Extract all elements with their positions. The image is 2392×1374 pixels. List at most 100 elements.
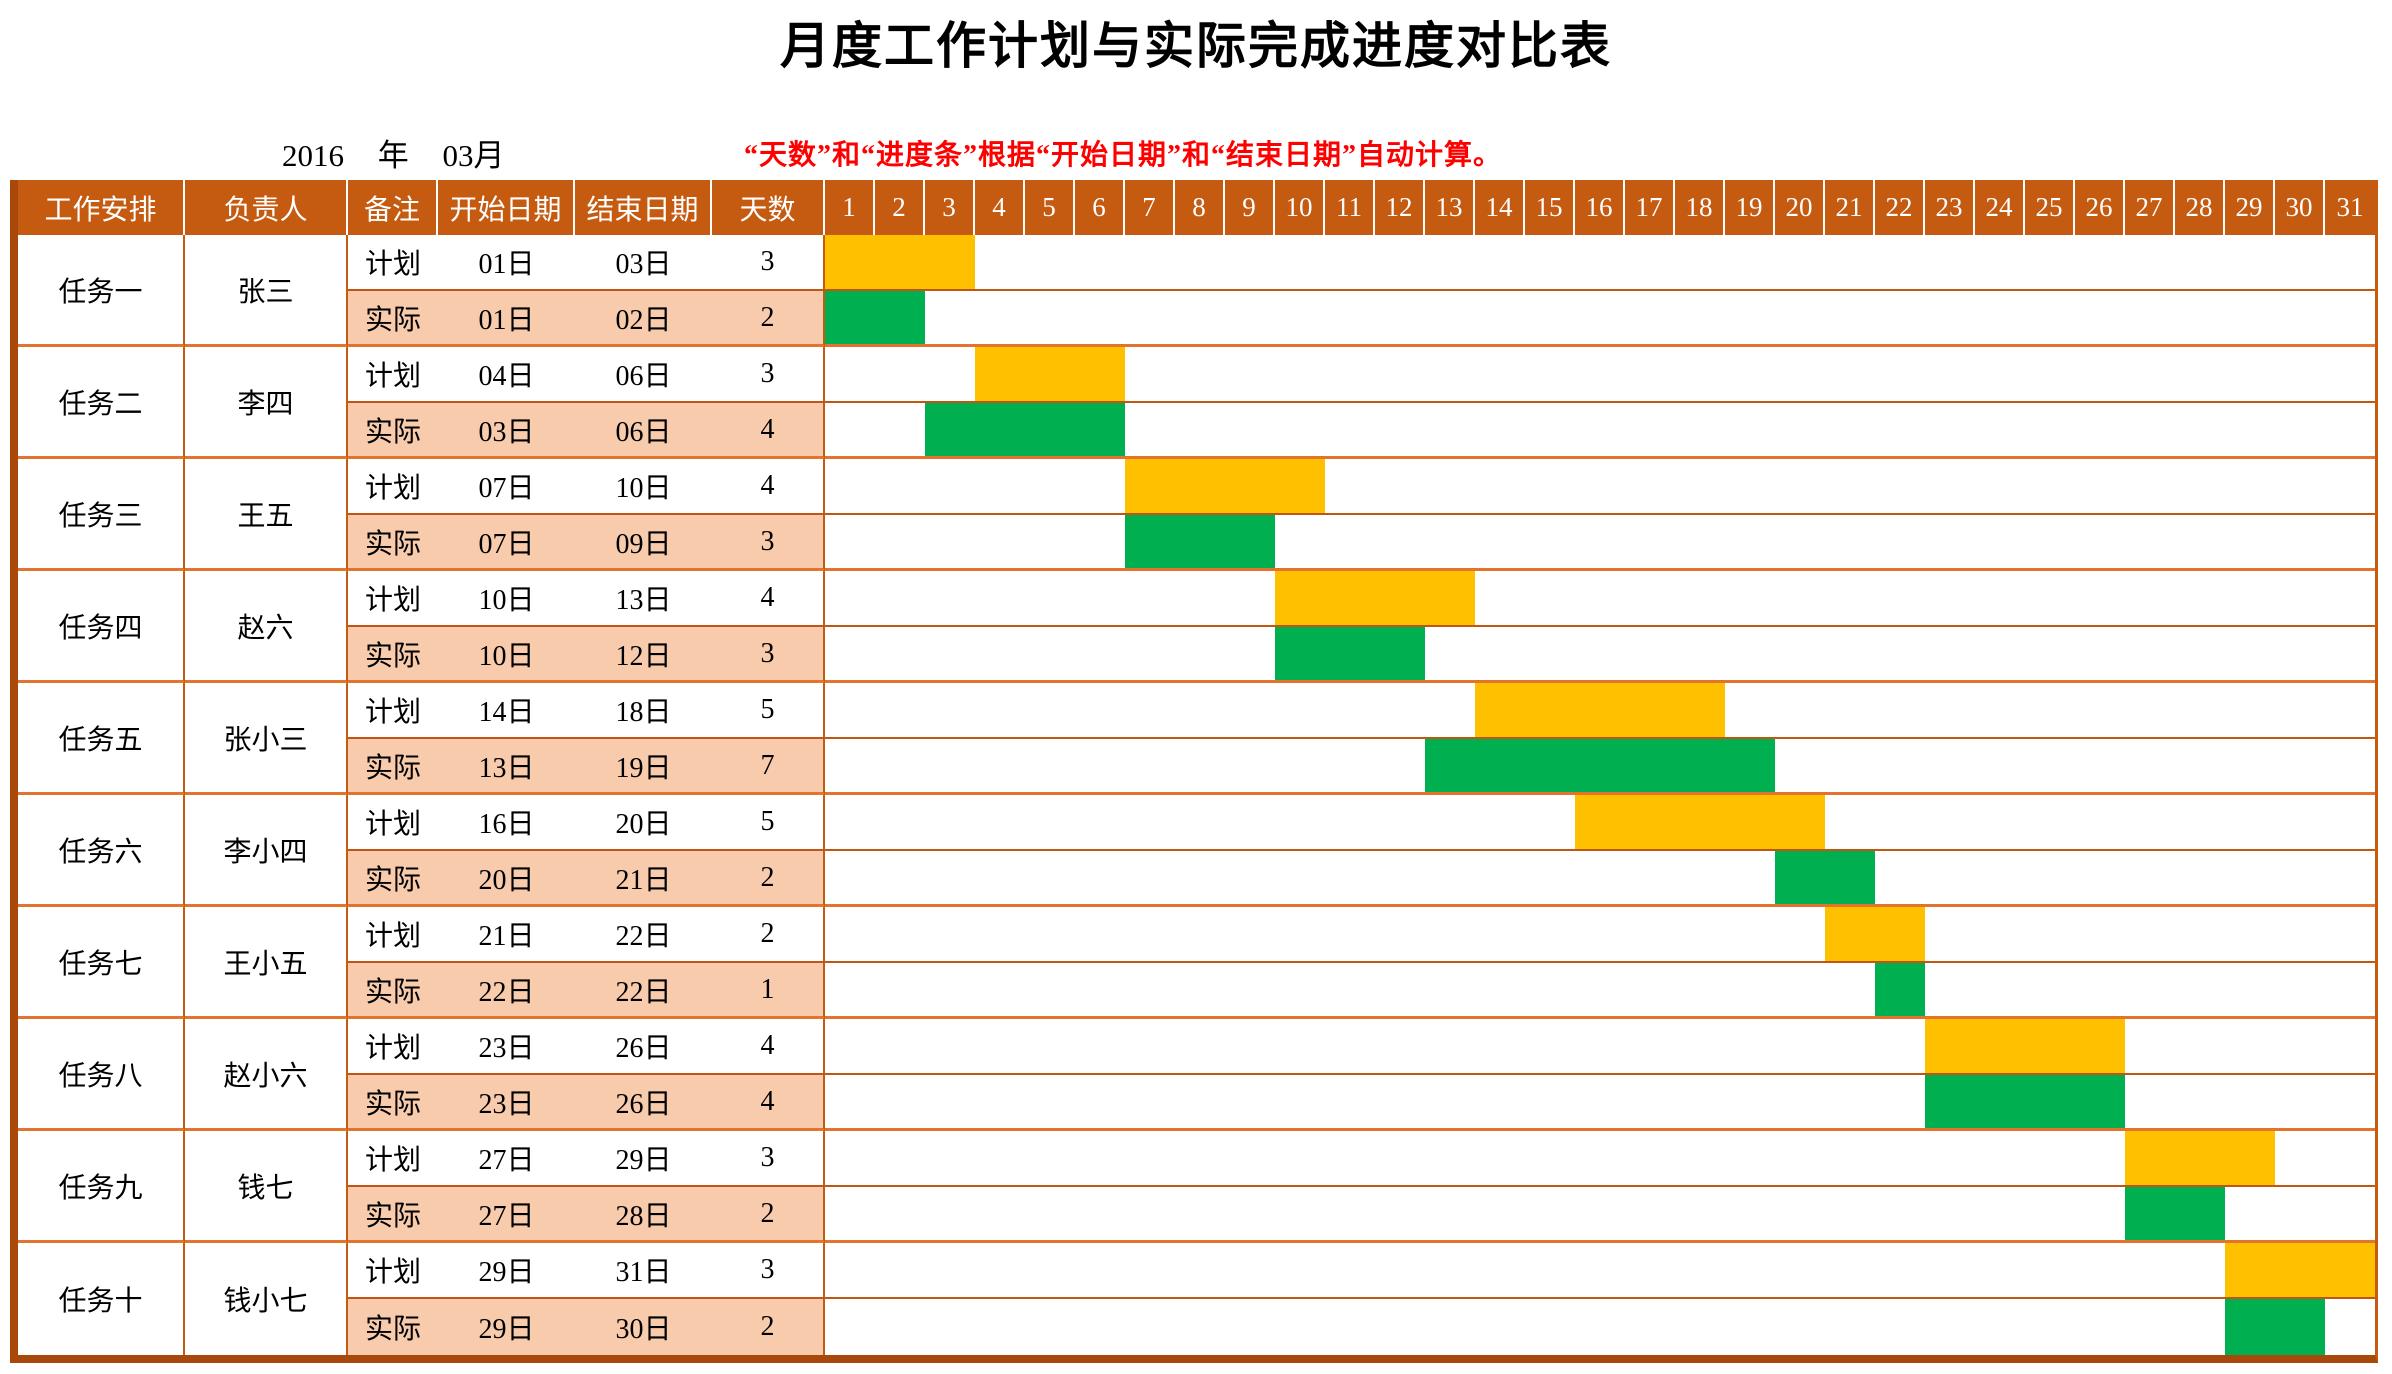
end-date-cell: 09日 bbox=[575, 515, 712, 571]
start-date-cell: 10日 bbox=[438, 627, 575, 683]
row-type-label: 实际 bbox=[348, 291, 438, 347]
row-type-label: 计划 bbox=[348, 235, 438, 291]
end-date-cell: 22日 bbox=[575, 907, 712, 963]
plan-bar bbox=[825, 235, 975, 289]
actual-bar bbox=[825, 291, 925, 344]
plan-bar bbox=[2125, 1131, 2275, 1185]
actual-bar bbox=[2125, 1187, 2225, 1240]
days-cell: 3 bbox=[712, 1131, 825, 1187]
gantt-row bbox=[825, 851, 2375, 907]
day-header-9: 9 bbox=[1225, 180, 1275, 235]
row-type-label: 实际 bbox=[348, 1187, 438, 1243]
day-header-12: 12 bbox=[1375, 180, 1425, 235]
end-date-cell: 12日 bbox=[575, 627, 712, 683]
start-date-cell: 21日 bbox=[438, 907, 575, 963]
day-header-18: 18 bbox=[1675, 180, 1725, 235]
gantt-row bbox=[825, 1019, 2375, 1075]
row-type-label: 实际 bbox=[348, 1299, 438, 1355]
task-name: 任务五 bbox=[18, 683, 185, 795]
row-type-label: 实际 bbox=[348, 627, 438, 683]
actual-bar bbox=[2225, 1299, 2325, 1355]
start-date-cell: 29日 bbox=[438, 1299, 575, 1355]
task-name: 任务九 bbox=[18, 1131, 185, 1243]
gantt-row bbox=[825, 795, 2375, 851]
task-name: 任务二 bbox=[18, 347, 185, 459]
plan-bar bbox=[2225, 1243, 2375, 1297]
row-type-label: 实际 bbox=[348, 739, 438, 795]
row-type-label: 计划 bbox=[348, 683, 438, 739]
gantt-row bbox=[825, 627, 2375, 683]
actual-bar bbox=[1925, 1075, 2125, 1128]
start-date-cell: 03日 bbox=[438, 403, 575, 459]
end-date-cell: 26日 bbox=[575, 1075, 712, 1131]
end-date-cell: 28日 bbox=[575, 1187, 712, 1243]
days-cell: 3 bbox=[712, 235, 825, 291]
end-date-cell: 31日 bbox=[575, 1243, 712, 1299]
task-name: 任务四 bbox=[18, 571, 185, 683]
day-header-28: 28 bbox=[2175, 180, 2225, 235]
actual-bar bbox=[1775, 851, 1875, 904]
row-type-label: 计划 bbox=[348, 1243, 438, 1299]
end-date-cell: 03日 bbox=[575, 235, 712, 291]
days-cell: 5 bbox=[712, 795, 825, 851]
task-owner: 张三 bbox=[185, 235, 348, 347]
day-header-16: 16 bbox=[1575, 180, 1625, 235]
end-date-cell: 21日 bbox=[575, 851, 712, 907]
start-date-cell: 20日 bbox=[438, 851, 575, 907]
task-name: 任务七 bbox=[18, 907, 185, 1019]
day-header-3: 3 bbox=[925, 180, 975, 235]
gantt-row bbox=[825, 1131, 2375, 1187]
start-date-cell: 27日 bbox=[438, 1131, 575, 1187]
day-header-30: 30 bbox=[2275, 180, 2325, 235]
task-owner: 赵六 bbox=[185, 571, 348, 683]
gantt-row bbox=[825, 907, 2375, 963]
row-type-label: 实际 bbox=[348, 963, 438, 1019]
start-date-cell: 29日 bbox=[438, 1243, 575, 1299]
end-date-cell: 22日 bbox=[575, 963, 712, 1019]
days-cell: 3 bbox=[712, 347, 825, 403]
end-date-cell: 18日 bbox=[575, 683, 712, 739]
day-header-29: 29 bbox=[2225, 180, 2275, 235]
gantt-row bbox=[825, 739, 2375, 795]
day-header-8: 8 bbox=[1175, 180, 1225, 235]
start-date-cell: 16日 bbox=[438, 795, 575, 851]
task-name: 任务十 bbox=[18, 1243, 185, 1355]
day-header-5: 5 bbox=[1025, 180, 1075, 235]
row-type-label: 实际 bbox=[348, 403, 438, 459]
day-header-27: 27 bbox=[2125, 180, 2175, 235]
gantt-row bbox=[825, 683, 2375, 739]
plan-bar bbox=[1925, 1019, 2125, 1073]
actual-bar bbox=[1875, 963, 1925, 1016]
task-name: 任务一 bbox=[18, 235, 185, 347]
days-cell: 4 bbox=[712, 1075, 825, 1131]
gantt-row bbox=[825, 571, 2375, 627]
task-name: 任务八 bbox=[18, 1019, 185, 1131]
days-cell: 3 bbox=[712, 627, 825, 683]
days-cell: 2 bbox=[712, 1299, 825, 1355]
row-type-label: 实际 bbox=[348, 515, 438, 571]
end-date-cell: 13日 bbox=[575, 571, 712, 627]
days-cell: 4 bbox=[712, 403, 825, 459]
end-date-cell: 19日 bbox=[575, 739, 712, 795]
auto-calc-note: “天数”和“进度条”根据“开始日期”和“结束日期”自动计算。 bbox=[744, 140, 1503, 171]
end-date-cell: 10日 bbox=[575, 459, 712, 515]
page-title: 月度工作计划与实际完成进度对比表 bbox=[780, 18, 1612, 74]
column-header-3: 备注 bbox=[348, 180, 438, 235]
gantt-row bbox=[825, 1187, 2375, 1243]
end-date-cell: 20日 bbox=[575, 795, 712, 851]
actual-bar bbox=[1125, 515, 1275, 568]
day-header-31: 31 bbox=[2325, 180, 2375, 235]
task-name: 任务六 bbox=[18, 795, 185, 907]
gantt-row bbox=[825, 1075, 2375, 1131]
actual-bar bbox=[925, 403, 1125, 456]
day-header-10: 10 bbox=[1275, 180, 1325, 235]
task-owner: 张小三 bbox=[185, 683, 348, 795]
task-owner: 钱七 bbox=[185, 1131, 348, 1243]
row-type-label: 计划 bbox=[348, 571, 438, 627]
start-date-cell: 27日 bbox=[438, 1187, 575, 1243]
gantt-row bbox=[825, 291, 2375, 347]
day-header-13: 13 bbox=[1425, 180, 1475, 235]
row-type-label: 计划 bbox=[348, 907, 438, 963]
day-header-7: 7 bbox=[1125, 180, 1175, 235]
day-header-24: 24 bbox=[1975, 180, 2025, 235]
